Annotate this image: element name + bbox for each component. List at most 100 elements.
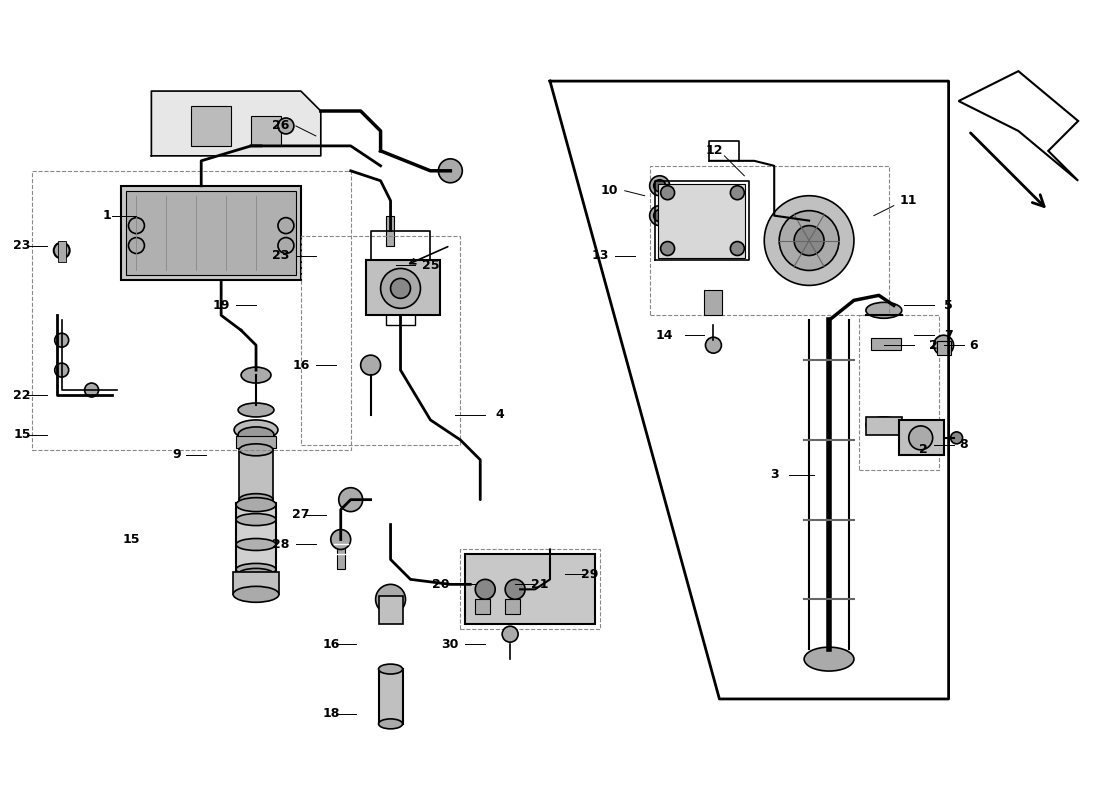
Circle shape [653,210,666,222]
Polygon shape [958,71,1078,181]
Text: 16: 16 [322,638,340,650]
Ellipse shape [239,444,273,456]
Circle shape [375,584,406,614]
Circle shape [439,159,462,182]
Circle shape [129,218,144,234]
Polygon shape [152,91,321,156]
Text: 3: 3 [770,468,779,482]
Circle shape [764,196,854,286]
Circle shape [650,176,670,196]
Ellipse shape [236,498,276,510]
Circle shape [129,238,144,254]
Ellipse shape [236,498,276,512]
Text: 6: 6 [969,338,978,352]
Bar [475,599,491,614]
Text: 2: 2 [930,338,938,352]
Bar [866,417,902,435]
Text: 1: 1 [102,209,111,222]
Bar [658,184,746,258]
Circle shape [331,530,351,550]
Ellipse shape [236,563,276,575]
Bar [337,542,344,570]
Circle shape [653,180,666,192]
Text: 15: 15 [13,428,31,442]
Circle shape [278,218,294,234]
Text: 23: 23 [13,239,31,252]
Text: 16: 16 [293,358,309,372]
Bar [937,342,950,355]
Circle shape [55,363,68,377]
Bar [378,596,403,624]
Bar [859,315,938,470]
Text: 9: 9 [172,448,180,462]
Circle shape [381,269,420,308]
Circle shape [779,210,839,270]
Circle shape [664,190,684,210]
Circle shape [909,426,933,450]
Circle shape [650,206,670,226]
Ellipse shape [804,647,854,671]
Ellipse shape [238,427,274,443]
Ellipse shape [378,719,403,729]
Text: 8: 8 [959,438,968,451]
Circle shape [54,242,69,258]
Text: 5: 5 [944,299,953,312]
Bar [121,186,301,281]
Text: 25: 25 [421,259,439,272]
Circle shape [730,186,745,200]
Bar [251,116,280,146]
Bar [378,669,403,724]
Circle shape [55,334,68,347]
Bar [236,436,276,448]
Ellipse shape [236,514,276,526]
Ellipse shape [234,420,278,440]
Text: 21: 21 [531,578,549,591]
Circle shape [85,383,99,397]
Text: 22: 22 [13,389,31,402]
Text: 10: 10 [601,184,618,198]
Circle shape [503,626,518,642]
Ellipse shape [233,586,279,602]
Text: 13: 13 [591,249,608,262]
Circle shape [934,335,954,355]
Bar [871,338,901,350]
Circle shape [278,118,294,134]
Circle shape [475,579,495,599]
Circle shape [669,194,681,206]
Circle shape [390,278,410,298]
Text: 4: 4 [496,409,505,422]
Text: 2: 2 [920,443,928,456]
Circle shape [730,242,745,255]
Bar [191,106,231,146]
Ellipse shape [378,664,403,674]
Bar [650,166,889,315]
Circle shape [361,355,381,375]
Bar [126,190,296,275]
Bar [239,450,273,500]
Circle shape [339,488,363,512]
Text: 30: 30 [442,638,459,650]
Text: 28: 28 [273,538,289,551]
Bar [233,572,279,594]
Text: 12: 12 [706,144,723,158]
Bar [236,502,276,574]
Bar [465,554,595,624]
Text: 14: 14 [656,329,673,342]
Ellipse shape [236,538,276,550]
Ellipse shape [241,367,271,383]
Text: 18: 18 [322,707,340,721]
Text: 7: 7 [944,329,953,342]
Circle shape [950,432,962,444]
Bar [32,170,351,450]
Circle shape [705,338,722,353]
Bar [386,216,394,246]
Text: 19: 19 [212,299,230,312]
Bar [704,290,723,315]
Bar [899,420,944,455]
Ellipse shape [866,417,902,433]
Text: 20: 20 [431,578,449,591]
Text: 11: 11 [900,194,917,207]
Circle shape [661,186,674,200]
Circle shape [505,579,525,599]
Circle shape [278,238,294,254]
